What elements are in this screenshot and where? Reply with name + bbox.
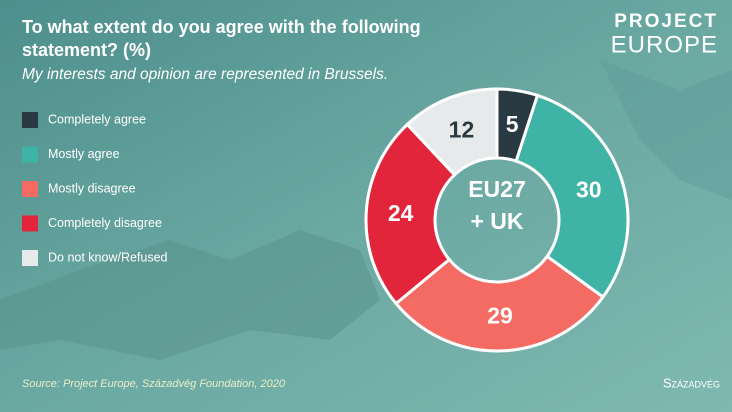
data-label: 29 <box>487 303 513 329</box>
center-label: EU27 <box>468 176 526 202</box>
data-label: 12 <box>449 116 475 142</box>
center-label: + UK <box>470 208 523 234</box>
donut-segment <box>405 87 499 177</box>
source: Source: Project Europe, Századvég Founda… <box>22 378 286 390</box>
subtitle: My interests and opinion are represented… <box>22 66 388 83</box>
legend-swatch <box>22 215 38 232</box>
legend-swatch <box>22 181 38 197</box>
legend-swatch <box>22 250 38 266</box>
donut-segment <box>364 122 457 306</box>
legend-label: Completely disagree <box>48 216 162 230</box>
footer-logo: Századvég <box>663 375 720 390</box>
logo: PROJECT <box>614 11 718 32</box>
legend-label: Mostly agree <box>48 147 120 161</box>
data-label: 5 <box>506 111 519 137</box>
data-label: 30 <box>576 176 602 202</box>
donut-segment <box>514 93 630 300</box>
title: To what extent do you agree with the fol… <box>22 17 421 37</box>
map-shape <box>0 230 380 360</box>
donut-segment <box>393 254 606 353</box>
legend-label: Mostly disagree <box>48 181 136 195</box>
legend-label: Do not know/Refused <box>48 250 168 264</box>
map-shape <box>600 60 732 200</box>
title: statement? (%) <box>22 40 151 60</box>
legend-swatch <box>22 112 38 128</box>
legend-swatch <box>22 146 38 163</box>
legend-label: Completely agree <box>48 112 146 126</box>
data-label: 24 <box>388 200 414 226</box>
logo: EUROPE <box>611 31 718 58</box>
